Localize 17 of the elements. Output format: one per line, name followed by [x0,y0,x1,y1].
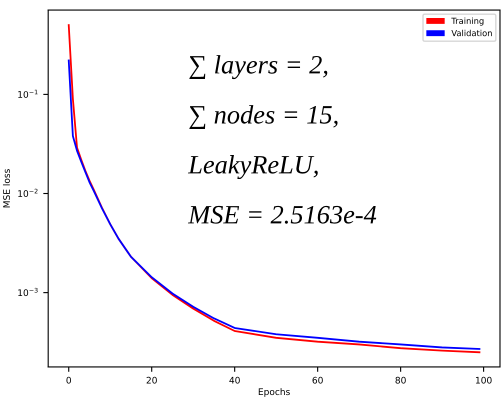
y-tick-label: 10$^{−1}$ [18,90,38,98]
y-tick-label: 10$^{−3}$ [18,288,38,296]
legend-label: Training [451,18,484,26]
y-tick-label: 10$^{−2}$ [18,188,38,197]
x-tick-label: 80 [395,376,406,384]
x-tick-label: 60 [312,376,323,384]
x-axis-title: Epochs [258,388,290,397]
annotation: ∑ layers = 2, [189,55,328,80]
x-tick-label: 0 [66,376,71,384]
x-tick-label: 40 [229,376,240,384]
y-axis-title: MSE loss [2,169,10,208]
annotation: MSE = 2.5163e-4 [188,206,376,224]
annotation: LeakyReLU, [188,155,318,180]
annotation: ∑ nodes = 15, [189,105,338,130]
x-tick-label: 100 [476,376,492,384]
legend-label: Validation [451,30,492,36]
x-tick-label: 20 [146,376,157,384]
